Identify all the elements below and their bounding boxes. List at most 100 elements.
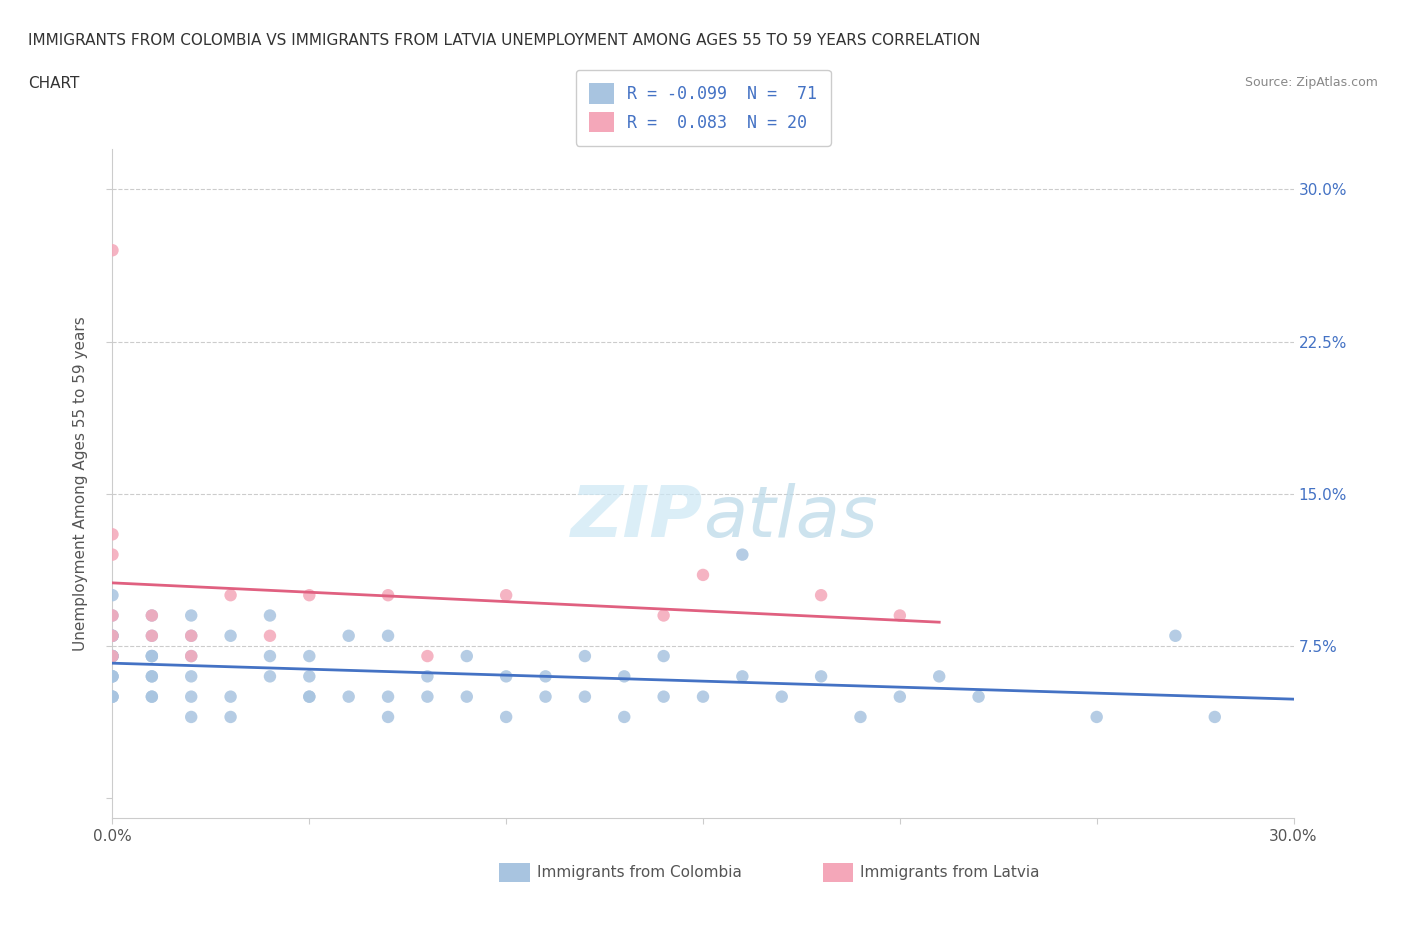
Y-axis label: Unemployment Among Ages 55 to 59 years: Unemployment Among Ages 55 to 59 years xyxy=(73,316,89,651)
Point xyxy=(141,648,163,663)
Point xyxy=(101,669,124,684)
Point xyxy=(495,710,517,724)
Point xyxy=(456,689,478,704)
Point xyxy=(180,629,202,644)
Text: ZIP: ZIP xyxy=(571,483,703,551)
Point xyxy=(101,629,124,644)
Point xyxy=(219,588,242,603)
Point xyxy=(141,689,163,704)
Point xyxy=(219,689,242,704)
Point xyxy=(101,629,124,644)
Point xyxy=(377,689,399,704)
Point xyxy=(101,648,124,663)
Point xyxy=(101,689,124,704)
Point xyxy=(652,689,675,704)
Point xyxy=(101,669,124,684)
Point xyxy=(141,648,163,663)
Point xyxy=(141,629,163,644)
Point xyxy=(141,669,163,684)
Point xyxy=(337,689,360,704)
Point xyxy=(180,648,202,663)
Point xyxy=(889,608,911,623)
Point xyxy=(731,547,754,562)
Point xyxy=(298,669,321,684)
Point xyxy=(180,710,202,724)
Point xyxy=(101,608,124,623)
Point xyxy=(141,689,163,704)
Point xyxy=(652,608,675,623)
Point xyxy=(101,243,124,258)
Point xyxy=(101,669,124,684)
Point xyxy=(416,648,439,663)
Text: Immigrants from Latvia: Immigrants from Latvia xyxy=(860,865,1040,880)
Point xyxy=(219,629,242,644)
Point xyxy=(259,648,281,663)
Text: Immigrants from Colombia: Immigrants from Colombia xyxy=(537,865,742,880)
Point xyxy=(141,629,163,644)
Point xyxy=(101,629,124,644)
Point xyxy=(259,608,281,623)
Point xyxy=(141,669,163,684)
Point xyxy=(416,689,439,704)
Point xyxy=(889,689,911,704)
Point xyxy=(495,588,517,603)
Point xyxy=(101,648,124,663)
Point xyxy=(298,689,321,704)
Text: CHART: CHART xyxy=(28,76,80,91)
Point xyxy=(180,648,202,663)
Point xyxy=(967,689,990,704)
Point xyxy=(377,710,399,724)
Point xyxy=(1204,710,1226,724)
Text: IMMIGRANTS FROM COLOMBIA VS IMMIGRANTS FROM LATVIA UNEMPLOYMENT AMONG AGES 55 TO: IMMIGRANTS FROM COLOMBIA VS IMMIGRANTS F… xyxy=(28,33,980,47)
Point xyxy=(101,689,124,704)
Point xyxy=(259,669,281,684)
Point xyxy=(101,608,124,623)
Point xyxy=(692,567,714,582)
Point xyxy=(219,710,242,724)
Point xyxy=(180,608,202,623)
Point xyxy=(298,648,321,663)
Point xyxy=(377,629,399,644)
Point xyxy=(180,689,202,704)
Point xyxy=(101,648,124,663)
Point xyxy=(101,648,124,663)
Point xyxy=(101,547,124,562)
Point xyxy=(101,527,124,542)
Text: Source: ZipAtlas.com: Source: ZipAtlas.com xyxy=(1244,76,1378,89)
Point xyxy=(613,710,636,724)
Point xyxy=(141,648,163,663)
Point xyxy=(141,608,163,623)
Point xyxy=(613,669,636,684)
Point xyxy=(810,669,832,684)
Point xyxy=(180,629,202,644)
Point xyxy=(849,710,872,724)
Point xyxy=(298,689,321,704)
Point xyxy=(180,669,202,684)
Point xyxy=(1164,629,1187,644)
Point xyxy=(101,689,124,704)
Point xyxy=(1085,710,1108,724)
Point xyxy=(810,588,832,603)
Point xyxy=(495,669,517,684)
Point xyxy=(652,648,675,663)
Point xyxy=(534,689,557,704)
Legend: R = -0.099  N =  71, R =  0.083  N = 20: R = -0.099 N = 71, R = 0.083 N = 20 xyxy=(575,70,831,146)
Point xyxy=(731,669,754,684)
Point xyxy=(298,588,321,603)
Point xyxy=(456,648,478,663)
Point xyxy=(574,689,596,704)
Point xyxy=(377,588,399,603)
Text: atlas: atlas xyxy=(703,483,877,551)
Point xyxy=(101,629,124,644)
Point xyxy=(337,629,360,644)
Point xyxy=(101,648,124,663)
Point xyxy=(928,669,950,684)
Point xyxy=(416,669,439,684)
Point xyxy=(692,689,714,704)
Point xyxy=(141,608,163,623)
Point xyxy=(574,648,596,663)
Point xyxy=(770,689,793,704)
Point xyxy=(101,588,124,603)
Point xyxy=(259,629,281,644)
Point xyxy=(534,669,557,684)
